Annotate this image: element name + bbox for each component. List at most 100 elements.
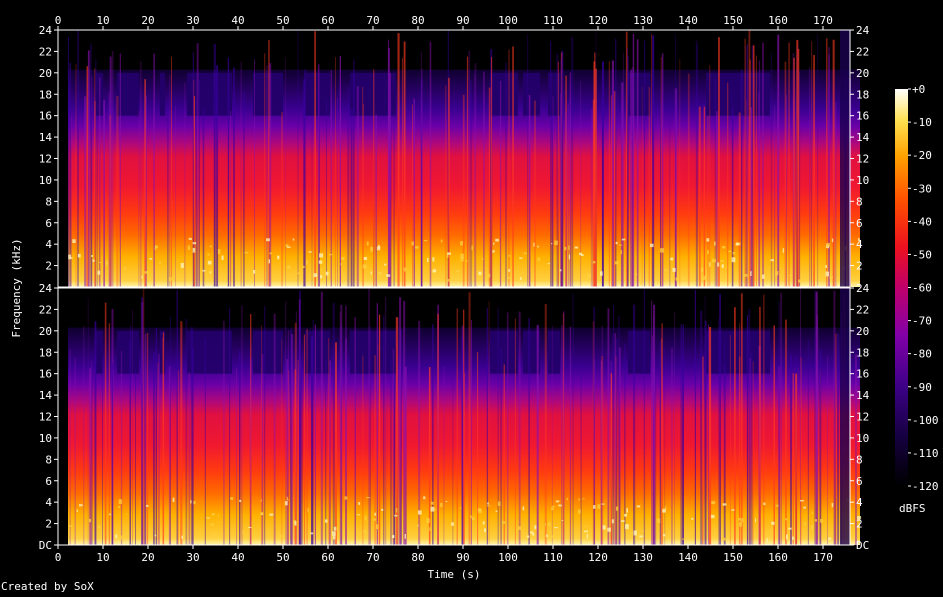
bright-speckle bbox=[344, 496, 348, 500]
transient-streak bbox=[318, 90, 320, 287]
transient-streak bbox=[661, 338, 663, 545]
bright-speckle bbox=[532, 533, 535, 536]
transient-streak bbox=[679, 59, 681, 287]
y-tick-label: 20 bbox=[856, 67, 869, 80]
transient-streak bbox=[362, 86, 364, 288]
transient-streak bbox=[561, 50, 564, 288]
bright-speckle bbox=[297, 272, 301, 275]
bright-speckle bbox=[814, 519, 817, 522]
bright-speckle bbox=[586, 533, 589, 539]
bright-speckle bbox=[670, 257, 674, 261]
transient-streak bbox=[95, 58, 97, 288]
transient-streak bbox=[774, 105, 776, 287]
low-energy-pocket bbox=[117, 330, 139, 374]
bright-speckle bbox=[302, 265, 305, 268]
transient-streak bbox=[601, 356, 604, 545]
transient-streak bbox=[141, 301, 144, 545]
x-tick-label: 50 bbox=[276, 551, 289, 564]
transient-streak bbox=[748, 30, 751, 287]
transient-streak bbox=[704, 295, 706, 545]
transient-streak bbox=[368, 288, 370, 545]
bright-speckle bbox=[602, 525, 606, 530]
transient-streak bbox=[109, 115, 112, 287]
bright-speckle bbox=[663, 534, 666, 537]
bright-speckle bbox=[80, 277, 83, 282]
bright-speckle bbox=[478, 271, 482, 276]
transient-streak bbox=[297, 30, 299, 288]
bright-speckle bbox=[68, 254, 72, 260]
bright-speckle bbox=[771, 521, 775, 525]
x-tick-label: 100 bbox=[498, 551, 518, 564]
transient-streak bbox=[111, 51, 114, 287]
transient-streak bbox=[354, 355, 356, 545]
transient-streak bbox=[694, 289, 696, 545]
transient-streak bbox=[193, 95, 195, 288]
transient-streak bbox=[613, 304, 615, 545]
x-tick-label: 60 bbox=[321, 14, 334, 27]
transient-streak bbox=[389, 73, 391, 287]
bright-speckle bbox=[707, 250, 709, 255]
bright-speckle bbox=[584, 525, 587, 528]
transient-streak bbox=[745, 46, 747, 287]
transient-streak bbox=[607, 308, 610, 545]
bright-speckle bbox=[120, 535, 123, 540]
bright-speckle bbox=[831, 503, 834, 508]
bright-speckle bbox=[566, 497, 568, 501]
colorbar-tick-label: -110 bbox=[912, 447, 939, 460]
transient-streak bbox=[551, 115, 554, 287]
transient-streak bbox=[395, 317, 398, 545]
transient-streak bbox=[312, 319, 314, 545]
low-energy-pocket bbox=[305, 72, 330, 116]
bright-speckle bbox=[640, 280, 642, 285]
bright-speckle bbox=[411, 241, 414, 246]
transient-streak bbox=[138, 110, 140, 287]
transient-streak bbox=[432, 324, 434, 545]
bright-speckle bbox=[743, 274, 748, 277]
transient-streak bbox=[652, 335, 653, 545]
bright-speckle bbox=[456, 270, 460, 273]
bright-speckle bbox=[711, 501, 716, 505]
transient-streak bbox=[119, 53, 121, 288]
bright-speckle bbox=[681, 538, 686, 540]
y-tick-label: 14 bbox=[856, 131, 870, 144]
bright-speckle bbox=[518, 526, 522, 530]
bright-speckle bbox=[221, 255, 224, 261]
transient-streak bbox=[299, 321, 301, 545]
x-tick-label: 20 bbox=[141, 14, 154, 27]
transient-streak bbox=[661, 53, 664, 288]
bright-speckle bbox=[362, 264, 367, 269]
channel-1-panel bbox=[58, 30, 860, 288]
transient-streak bbox=[698, 106, 701, 287]
bright-speckle bbox=[477, 508, 482, 512]
bright-speckle bbox=[460, 241, 463, 246]
bright-speckle bbox=[508, 269, 511, 272]
transient-streak bbox=[565, 112, 567, 287]
transient-streak bbox=[339, 56, 341, 287]
transient-streak bbox=[748, 308, 751, 545]
transient-streak bbox=[311, 336, 314, 545]
bright-speckle bbox=[292, 238, 295, 241]
transient-streak bbox=[784, 61, 787, 288]
bright-speckle bbox=[614, 261, 619, 265]
bright-speckle bbox=[621, 520, 625, 522]
transient-streak bbox=[462, 94, 465, 287]
transient-streak bbox=[393, 372, 396, 545]
transient-streak bbox=[169, 74, 171, 287]
transient-streak bbox=[320, 291, 323, 545]
x-tick-label: 150 bbox=[723, 551, 743, 564]
transient-streak bbox=[418, 320, 421, 545]
transient-streak bbox=[266, 65, 268, 288]
transient-streak bbox=[778, 366, 780, 545]
transient-streak bbox=[675, 34, 676, 287]
transient-streak bbox=[632, 33, 635, 288]
transient-streak bbox=[261, 354, 264, 545]
y-tick-label: 2 bbox=[45, 260, 52, 273]
transient-streak bbox=[810, 110, 812, 287]
bright-speckle bbox=[321, 268, 322, 273]
colorbar-tick-label: -50 bbox=[912, 248, 932, 261]
bright-speckle bbox=[481, 258, 484, 260]
transient-streak bbox=[777, 34, 780, 288]
x-tick-label: 100 bbox=[498, 14, 518, 27]
transient-streak bbox=[91, 108, 93, 287]
transient-streak bbox=[696, 44, 698, 288]
